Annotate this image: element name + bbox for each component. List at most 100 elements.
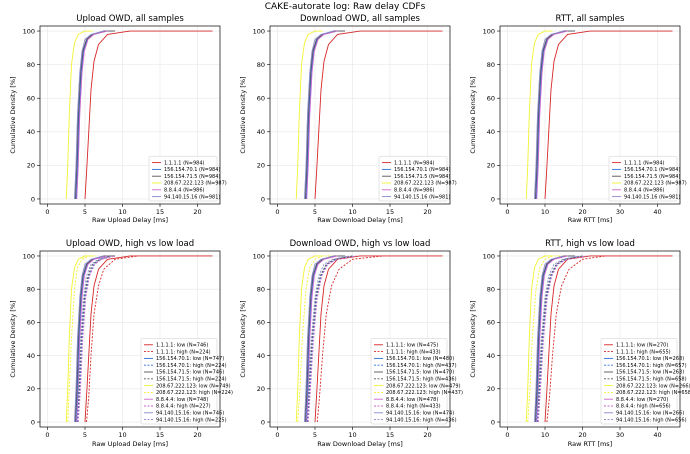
y-axis-label: Cumulative Density [%] xyxy=(9,76,17,153)
y-tick-label: 0 xyxy=(491,195,495,203)
legend: 1.1.1.1 (N=984)156.154.70.1 (N=984)156.1… xyxy=(378,155,457,202)
series-line-156-154-70-1-high-n-657 xyxy=(537,255,583,423)
chart-title: RTT, all samples xyxy=(556,14,625,24)
x-tick-label: 30 xyxy=(616,208,624,216)
legend-entry: 156.154.70.1 (N=984) xyxy=(624,167,680,173)
y-tick-label: 40 xyxy=(257,352,265,360)
legend-entry: 208.67.222.123 (N=987) xyxy=(394,181,457,187)
chart-download-load: Download OWD, high vs low load 0 5 10 15 20 0 2… xyxy=(239,239,463,448)
plot-frame xyxy=(269,250,451,428)
legend-entry: 156.154.71.5: high (N=224) xyxy=(156,377,227,383)
legend-entry: 8.8.4.4: low (N=478) xyxy=(386,397,438,403)
series-line-94-140-15-16-low-n-266 xyxy=(534,255,564,423)
series-line-8-8-4-4-n-986 xyxy=(76,30,108,199)
plot-frame xyxy=(499,25,681,205)
x-tick-label: 15 xyxy=(156,431,164,439)
y-tick-label: 20 xyxy=(257,162,265,170)
series-line-208-67-222-123-high-n-224 xyxy=(67,255,97,423)
legend-entry: 94.140.15.16: high (N=225) xyxy=(156,417,227,423)
x-tick-label: 30 xyxy=(616,431,624,439)
legend-entry: 8.8.4.4 (N=986) xyxy=(394,188,435,194)
y-tick-label: 80 xyxy=(487,61,495,69)
chart-title: Upload OWD, high vs low load xyxy=(66,239,194,249)
y-tick-label: 40 xyxy=(27,128,35,136)
series-line-1-1-1-1-n-984 xyxy=(84,30,213,199)
legend-entry: 156.154.70.1: high (N=657) xyxy=(616,363,687,369)
chart-title: Download OWD, high vs low load xyxy=(290,239,431,249)
x-tick-label: 5 xyxy=(313,431,317,439)
chart-download-all: Download OWD, all samples 0 5 10 15 20 0 20 40 60… xyxy=(239,14,457,224)
legend-entry: 1.1.1.1 (N=984) xyxy=(164,160,205,166)
x-tick-label: 10 xyxy=(118,431,126,439)
legend-box xyxy=(148,155,218,202)
x-axis-label: Raw RTT [ms] xyxy=(568,216,612,224)
y-tick-label: 20 xyxy=(27,162,35,170)
series-line-8-8-4-4-high-n-433 xyxy=(307,255,357,423)
legend-entry: 1.1.1.1: low (N=270) xyxy=(616,343,668,349)
y-tick-label: 100 xyxy=(483,27,495,35)
y-tick-label: 80 xyxy=(257,61,265,69)
x-tick-label: 10 xyxy=(118,208,126,216)
y-tick-label: 40 xyxy=(27,352,35,360)
chart-title: RTT, high vs low load xyxy=(545,239,635,249)
series-line-156-154-70-1-high-n-224 xyxy=(77,255,112,423)
legend: 1.1.1.1: low (N=475)1.1.1.1: high (N=433… xyxy=(370,338,463,425)
y-tick-label: 60 xyxy=(487,95,495,103)
y-tick-label: 0 xyxy=(261,418,265,426)
legend-entry: 156.154.70.1: high (N=224) xyxy=(156,363,227,369)
legend-entry: 156.154.70.1 (N=984) xyxy=(394,167,450,173)
series-line-94-140-15-16-low-n-746 xyxy=(74,255,104,423)
legend-entry: 8.8.4.4: high (N=656) xyxy=(616,404,671,410)
x-tick-label: 15 xyxy=(156,208,164,216)
series-line-156-154-71-5-high-n-436 xyxy=(306,255,353,423)
x-tick-label: 15 xyxy=(386,208,394,216)
y-tick-label: 80 xyxy=(27,61,35,69)
legend-entry: 94.140.15.16 (N=981) xyxy=(624,194,680,200)
series-line-94-140-15-16-high-n-436 xyxy=(305,255,349,423)
plot-frame xyxy=(269,25,451,205)
series-line-8-8-4-4-low-n-270 xyxy=(536,255,568,423)
y-tick-label: 60 xyxy=(487,319,495,327)
y-tick-label: 100 xyxy=(253,252,265,260)
x-tick-label: 20 xyxy=(193,208,201,216)
y-axis-label: Cumulative Density [%] xyxy=(469,300,477,377)
legend-entry: 156.154.71.5: low (N=263) xyxy=(616,370,684,376)
x-tick-label: 20 xyxy=(423,431,431,439)
y-tick-label: 0 xyxy=(261,195,265,203)
series-line-208-67-222-123-high-n-437 xyxy=(297,255,334,423)
legend-entry: 94.140.15.16: high (N=436) xyxy=(386,417,457,423)
series-line-208-67-222-123-high-n-658 xyxy=(527,255,564,423)
chart-title: Download OWD, all samples xyxy=(300,14,421,24)
series-line-1-1-1-1-high-n-224 xyxy=(86,255,138,423)
x-tick-label: 40 xyxy=(653,431,661,439)
series-line-8-8-4-4-low-n-478 xyxy=(306,255,338,423)
legend-entry: 156.154.71.5 (N=984) xyxy=(164,174,220,180)
x-tick-label: 10 xyxy=(541,208,549,216)
plot-frame xyxy=(499,250,681,428)
y-tick-label: 100 xyxy=(23,252,35,260)
series-line-94-140-15-16-n-981 xyxy=(74,30,104,199)
legend: 1.1.1.1: low (N=746)1.1.1.1: high (N=224… xyxy=(140,338,233,425)
y-tick-label: 40 xyxy=(257,128,265,136)
y-axis-label: Cumulative Density [%] xyxy=(469,76,477,153)
x-axis-label: Raw Download Delay [ms] xyxy=(317,440,403,448)
legend-entry: 208.67.222.123: low (N=266) xyxy=(616,383,690,389)
legend-entry: 1.1.1.1: high (N=433) xyxy=(386,349,441,355)
x-tick-label: 20 xyxy=(423,208,431,216)
series-line-208-67-222-123-n-987 xyxy=(295,30,323,199)
legend-entry: 1.1.1.1: high (N=655) xyxy=(616,349,671,355)
y-axis-label: Cumulative Density [%] xyxy=(239,300,247,377)
y-tick-label: 100 xyxy=(253,27,265,35)
series-line-94-140-15-16-n-981 xyxy=(534,30,564,199)
y-tick-label: 0 xyxy=(491,418,495,426)
legend-entry: 156.154.70.1: low (N=268) xyxy=(616,356,684,362)
x-tick-label: 0 xyxy=(275,431,279,439)
legend-entry: 1.1.1.1: high (N=224) xyxy=(156,349,211,355)
series-line-8-8-4-4-high-n-656 xyxy=(537,255,587,423)
y-tick-label: 20 xyxy=(487,385,495,393)
legend-entry: 208.67.222.123 (N=987) xyxy=(164,181,227,187)
x-tick-label: 0 xyxy=(275,208,279,216)
legend-entry: 1.1.1.1 (N=984) xyxy=(624,160,665,166)
series-line-208-67-222-123-n-987 xyxy=(525,30,553,199)
